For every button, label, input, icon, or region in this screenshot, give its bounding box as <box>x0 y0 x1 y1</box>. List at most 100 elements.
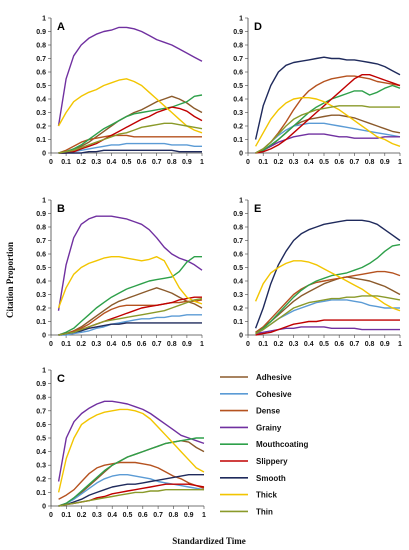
y-tick-label: 0.4 <box>36 97 46 104</box>
x-tick-label: 0.9 <box>184 512 194 519</box>
series-line-smooth <box>254 56 401 140</box>
x-tick-label: 0.7 <box>152 341 162 348</box>
legend-item: Smooth <box>220 474 286 483</box>
y-tick-label: 0.2 <box>36 124 46 131</box>
series-line-thick <box>254 260 401 312</box>
y-tick-label: 0.9 <box>36 29 46 36</box>
series-line-slippery <box>255 319 400 336</box>
y-tick-label: 0.9 <box>233 29 243 36</box>
x-tick-label: 0.8 <box>169 512 179 519</box>
series-line-dense <box>58 134 202 154</box>
x-axis-label: Standardized Time <box>172 536 245 546</box>
series-line-dense <box>255 270 401 333</box>
y-tick-label: 0.4 <box>36 449 46 456</box>
legend-item: Dense <box>220 407 281 416</box>
x-tick-label: 0.3 <box>289 159 299 166</box>
y-tick-label: 0.5 <box>36 83 46 90</box>
y-tick-label: 0 <box>42 151 46 158</box>
x-tick-label: 0.6 <box>137 341 147 348</box>
y-tick-label: 0.3 <box>233 110 243 117</box>
series-line-cohesive <box>58 314 202 336</box>
y-tick-label: 0 <box>42 333 46 340</box>
legend-item: Thin <box>220 507 273 516</box>
x-tick-label: 0.1 <box>258 341 268 348</box>
series-line-smooth <box>58 474 204 507</box>
series-line-cohesive <box>58 142 202 154</box>
series-line-slippery <box>58 106 203 154</box>
x-tick-label: 0.9 <box>380 159 390 166</box>
legend-label: Thick <box>256 491 277 500</box>
series-line-thin <box>58 489 204 507</box>
x-tick-label: 0.3 <box>289 341 299 348</box>
y-axis-label: Citation Proportion <box>5 242 15 318</box>
y-tick-label: 0.8 <box>36 225 46 232</box>
x-tick-label: 0.7 <box>350 341 360 348</box>
x-tick-label: 0.2 <box>274 159 284 166</box>
y-tick-label: 0.8 <box>233 43 243 50</box>
x-tick-label: 1 <box>398 159 402 166</box>
panel-letter: A <box>57 21 65 33</box>
series-line-smooth <box>254 219 401 329</box>
series-line-thick <box>57 78 203 134</box>
y-tick-label: 0.1 <box>233 137 243 144</box>
x-tick-label: 0 <box>49 341 53 348</box>
series-line-thin <box>255 105 400 154</box>
legend-label: Grainy <box>256 423 282 432</box>
series-line-thin <box>58 297 203 336</box>
y-tick-label: 0.6 <box>36 422 46 429</box>
x-tick-label: 0.5 <box>319 341 329 348</box>
x-tick-label: 0.8 <box>167 159 177 166</box>
y-tick-label: 0.6 <box>233 70 243 77</box>
series-line-mouthcoating <box>58 437 204 507</box>
series-line-grainy <box>57 26 203 127</box>
legend-item: Thick <box>220 491 277 500</box>
y-tick-label: 0.8 <box>36 43 46 50</box>
y-tick-label: 1 <box>239 16 243 23</box>
x-tick-label: 0.4 <box>304 159 314 166</box>
x-tick-label: 1 <box>200 159 204 166</box>
x-tick-label: 0.3 <box>91 341 101 348</box>
y-tick-label: 0.7 <box>36 408 46 415</box>
series-line-cohesive <box>58 474 205 507</box>
x-tick-label: 0.9 <box>182 159 192 166</box>
legend-label: Cohesive <box>256 390 292 399</box>
series-line-cohesive <box>255 299 400 335</box>
y-tick-label: 0.2 <box>233 306 243 313</box>
legend-item: Slippery <box>220 457 288 466</box>
y-tick-label: 0.7 <box>36 238 46 245</box>
y-tick-label: 0.8 <box>233 225 243 232</box>
x-tick-label: 1 <box>200 341 204 348</box>
x-tick-label: 0.3 <box>91 159 101 166</box>
x-tick-label: 0.2 <box>76 341 86 348</box>
y-tick-label: 0.4 <box>233 279 243 286</box>
series-line-adhesive <box>58 440 205 507</box>
y-tick-label: 0.2 <box>36 306 46 313</box>
series-line-smooth <box>58 149 202 154</box>
x-tick-label: 0.8 <box>167 341 177 348</box>
x-tick-label: 0.1 <box>61 512 71 519</box>
x-tick-label: 0.1 <box>61 341 71 348</box>
legend-label: Thin <box>256 507 273 516</box>
series-line-adhesive <box>255 276 401 333</box>
chart-panel-d: 0 0.1 0.2 0.3 0.4 0.5 0.6 0.7 0.8 0.9 1 0 0.1 0.2 0.3 0… <box>233 16 402 167</box>
series-line-smooth <box>58 322 202 336</box>
x-tick-label: 0.7 <box>350 159 360 166</box>
series-line-mouthcoating <box>58 94 203 154</box>
legend: Adhesive Cohesive Dense Grainy Mouthcoating S… <box>220 373 309 516</box>
legend-label: Dense <box>256 407 281 416</box>
series-line-dense <box>58 299 203 336</box>
series-line-cohesive <box>255 122 401 154</box>
series-line-adhesive <box>58 287 203 336</box>
y-tick-label: 1 <box>42 16 46 23</box>
y-tick-label: 0.1 <box>36 490 46 497</box>
y-tick-label: 0 <box>239 151 243 158</box>
x-tick-label: 0.5 <box>319 159 329 166</box>
panel-letter: B <box>57 203 65 215</box>
x-tick-label: 0.7 <box>152 159 162 166</box>
x-tick-label: 1 <box>202 512 206 519</box>
series-line-dense <box>58 461 205 500</box>
x-tick-label: 0 <box>49 159 53 166</box>
x-tick-label: 0.5 <box>123 512 133 519</box>
y-tick-label: 0.1 <box>233 319 243 326</box>
legend-label: Slippery <box>256 457 288 466</box>
